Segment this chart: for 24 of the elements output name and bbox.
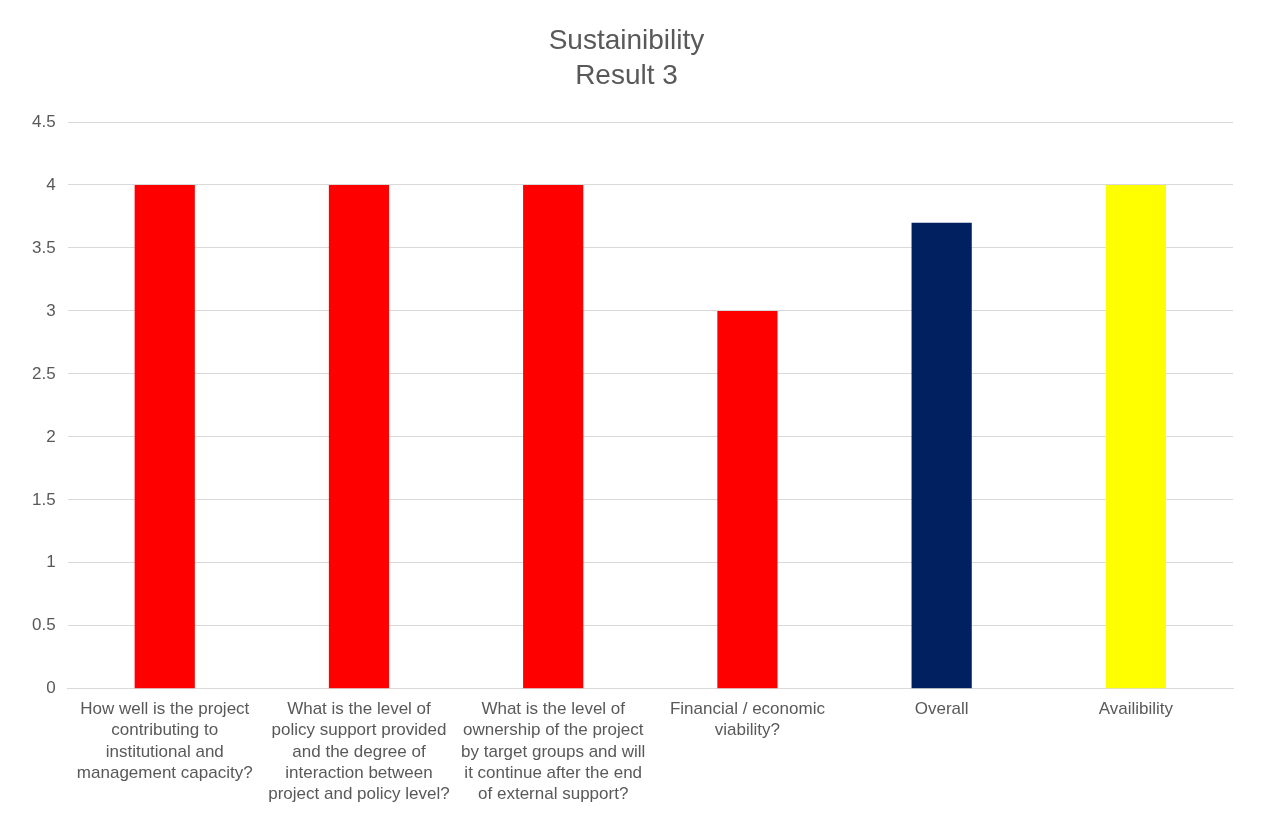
chart-title: Sustainibility	[548, 24, 705, 56]
bar	[328, 184, 390, 689]
x-tick-label: How well is the project contributing to institutional and management capacity?	[76, 699, 253, 782]
x-tick-label: What is the level of ownership of the project by target groups and will it continue after the end of external support?	[461, 699, 646, 804]
y-tick-label: 1.5	[31, 489, 56, 509]
y-tick-label: 4	[46, 174, 56, 194]
y-tick-label: 0	[46, 678, 56, 698]
y-tick-label: 0.5	[31, 615, 56, 635]
y-tick-label: 1	[46, 552, 56, 572]
bar	[134, 184, 195, 689]
bar	[523, 184, 584, 689]
y-tick-label: 4.5	[31, 111, 56, 131]
y-tick-label: 2.5	[31, 363, 56, 383]
y-tick-label: 2	[46, 426, 56, 446]
y-tick-label: 3	[46, 300, 56, 320]
chart-subtitle: Result 3	[575, 59, 678, 91]
bar	[911, 222, 972, 689]
x-tick-label: Availibility	[1098, 699, 1174, 719]
bar	[1105, 184, 1166, 689]
x-tick-label: What is the level of policy support provided and the degree of interaction between project and policy level?	[268, 699, 450, 804]
x-tick-label: Overall	[914, 699, 969, 719]
bar	[717, 310, 778, 689]
y-tick-label: 3.5	[31, 237, 56, 257]
x-tick-label: Financial / economic viability?	[669, 699, 826, 740]
